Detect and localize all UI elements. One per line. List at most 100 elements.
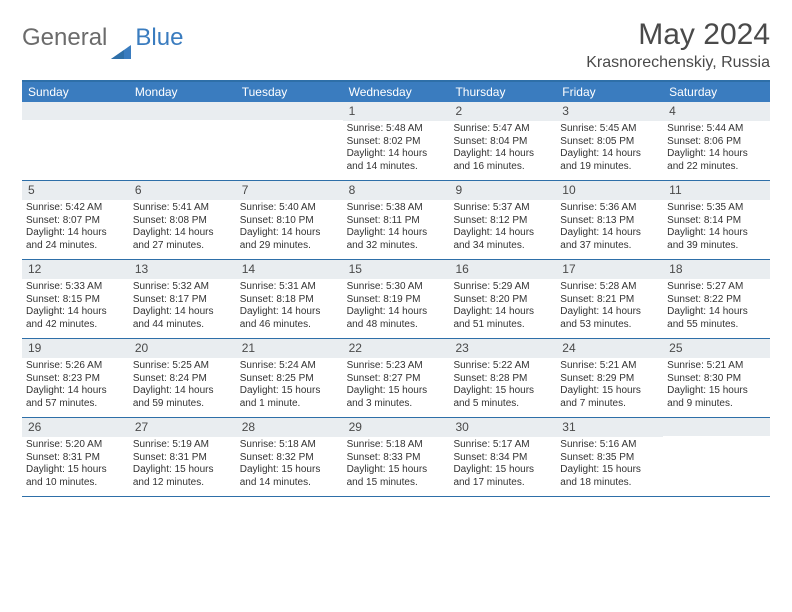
daylight-text: Daylight: 14 hours and 48 minutes. — [347, 306, 446, 331]
day-details: Sunrise: 5:38 AMSunset: 8:11 PMDaylight:… — [343, 200, 450, 256]
day-details: Sunrise: 5:31 AMSunset: 8:18 PMDaylight:… — [236, 279, 343, 335]
sunrise-text: Sunrise: 5:33 AM — [26, 281, 125, 294]
day-number: 18 — [663, 260, 770, 279]
daylight-text: Daylight: 14 hours and 55 minutes. — [667, 306, 766, 331]
day-cell: 17Sunrise: 5:28 AMSunset: 8:21 PMDayligh… — [556, 260, 663, 338]
day-number — [22, 102, 129, 120]
day-details: Sunrise: 5:19 AMSunset: 8:31 PMDaylight:… — [129, 437, 236, 493]
sunset-text: Sunset: 8:11 PM — [347, 215, 446, 228]
daylight-text: Daylight: 14 hours and 29 minutes. — [240, 227, 339, 252]
sunset-text: Sunset: 8:08 PM — [133, 215, 232, 228]
sunset-text: Sunset: 8:21 PM — [560, 294, 659, 307]
logo: General Blue — [22, 24, 183, 52]
day-cell: 20Sunrise: 5:25 AMSunset: 8:24 PMDayligh… — [129, 339, 236, 417]
day-cell: 29Sunrise: 5:18 AMSunset: 8:33 PMDayligh… — [343, 418, 450, 496]
sunset-text: Sunset: 8:29 PM — [560, 373, 659, 386]
day-number: 19 — [22, 339, 129, 358]
daylight-text: Daylight: 15 hours and 1 minute. — [240, 385, 339, 410]
sunset-text: Sunset: 8:27 PM — [347, 373, 446, 386]
daylight-text: Daylight: 15 hours and 7 minutes. — [560, 385, 659, 410]
day-cell: 14Sunrise: 5:31 AMSunset: 8:18 PMDayligh… — [236, 260, 343, 338]
logo-text-1: General — [22, 24, 107, 52]
sunrise-text: Sunrise: 5:44 AM — [667, 123, 766, 136]
day-cell: 27Sunrise: 5:19 AMSunset: 8:31 PMDayligh… — [129, 418, 236, 496]
sunset-text: Sunset: 8:15 PM — [26, 294, 125, 307]
day-cell: 12Sunrise: 5:33 AMSunset: 8:15 PMDayligh… — [22, 260, 129, 338]
day-cell: 3Sunrise: 5:45 AMSunset: 8:05 PMDaylight… — [556, 102, 663, 180]
day-number: 1 — [343, 102, 450, 121]
daylight-text: Daylight: 14 hours and 59 minutes. — [133, 385, 232, 410]
sunrise-text: Sunrise: 5:48 AM — [347, 123, 446, 136]
sunset-text: Sunset: 8:14 PM — [667, 215, 766, 228]
sunrise-text: Sunrise: 5:45 AM — [560, 123, 659, 136]
day-number: 25 — [663, 339, 770, 358]
sunrise-text: Sunrise: 5:25 AM — [133, 360, 232, 373]
calendar: Sunday Monday Tuesday Wednesday Thursday… — [22, 80, 770, 497]
day-details: Sunrise: 5:18 AMSunset: 8:33 PMDaylight:… — [343, 437, 450, 493]
sunrise-text: Sunrise: 5:29 AM — [453, 281, 552, 294]
day-details: Sunrise: 5:30 AMSunset: 8:19 PMDaylight:… — [343, 279, 450, 335]
sunrise-text: Sunrise: 5:20 AM — [26, 439, 125, 452]
daylight-text: Daylight: 15 hours and 14 minutes. — [240, 464, 339, 489]
sunrise-text: Sunrise: 5:30 AM — [347, 281, 446, 294]
day-number — [129, 102, 236, 120]
sunset-text: Sunset: 8:18 PM — [240, 294, 339, 307]
daylight-text: Daylight: 14 hours and 14 minutes. — [347, 148, 446, 173]
sunset-text: Sunset: 8:24 PM — [133, 373, 232, 386]
day-details: Sunrise: 5:20 AMSunset: 8:31 PMDaylight:… — [22, 437, 129, 493]
sunset-text: Sunset: 8:28 PM — [453, 373, 552, 386]
title-block: May 2024 Krasnorechenskiy, Russia — [586, 18, 770, 72]
sunset-text: Sunset: 8:31 PM — [26, 452, 125, 465]
sunset-text: Sunset: 8:34 PM — [453, 452, 552, 465]
daylight-text: Daylight: 14 hours and 53 minutes. — [560, 306, 659, 331]
daylight-text: Daylight: 15 hours and 17 minutes. — [453, 464, 552, 489]
sunrise-text: Sunrise: 5:32 AM — [133, 281, 232, 294]
day-details: Sunrise: 5:18 AMSunset: 8:32 PMDaylight:… — [236, 437, 343, 493]
daylight-text: Daylight: 14 hours and 22 minutes. — [667, 148, 766, 173]
day-number: 4 — [663, 102, 770, 121]
daylight-text: Daylight: 14 hours and 46 minutes. — [240, 306, 339, 331]
daylight-text: Daylight: 15 hours and 3 minutes. — [347, 385, 446, 410]
sunset-text: Sunset: 8:13 PM — [560, 215, 659, 228]
day-details: Sunrise: 5:36 AMSunset: 8:13 PMDaylight:… — [556, 200, 663, 256]
sunrise-text: Sunrise: 5:27 AM — [667, 281, 766, 294]
sunset-text: Sunset: 8:25 PM — [240, 373, 339, 386]
day-cell: 10Sunrise: 5:36 AMSunset: 8:13 PMDayligh… — [556, 181, 663, 259]
day-number: 11 — [663, 181, 770, 200]
day-header-sun: Sunday — [22, 82, 129, 102]
day-details: Sunrise: 5:42 AMSunset: 8:07 PMDaylight:… — [22, 200, 129, 256]
day-cell: 9Sunrise: 5:37 AMSunset: 8:12 PMDaylight… — [449, 181, 556, 259]
daylight-text: Daylight: 15 hours and 12 minutes. — [133, 464, 232, 489]
day-cell: 19Sunrise: 5:26 AMSunset: 8:23 PMDayligh… — [22, 339, 129, 417]
day-number: 6 — [129, 181, 236, 200]
day-number: 14 — [236, 260, 343, 279]
sunrise-text: Sunrise: 5:23 AM — [347, 360, 446, 373]
day-cell — [22, 102, 129, 180]
sunset-text: Sunset: 8:07 PM — [26, 215, 125, 228]
sunrise-text: Sunrise: 5:31 AM — [240, 281, 339, 294]
day-cell: 11Sunrise: 5:35 AMSunset: 8:14 PMDayligh… — [663, 181, 770, 259]
day-cell: 1Sunrise: 5:48 AMSunset: 8:02 PMDaylight… — [343, 102, 450, 180]
sunset-text: Sunset: 8:12 PM — [453, 215, 552, 228]
sunrise-text: Sunrise: 5:18 AM — [347, 439, 446, 452]
daylight-text: Daylight: 14 hours and 19 minutes. — [560, 148, 659, 173]
day-number: 17 — [556, 260, 663, 279]
day-number: 7 — [236, 181, 343, 200]
day-number: 29 — [343, 418, 450, 437]
day-number: 8 — [343, 181, 450, 200]
day-details: Sunrise: 5:45 AMSunset: 8:05 PMDaylight:… — [556, 121, 663, 177]
day-cell: 24Sunrise: 5:21 AMSunset: 8:29 PMDayligh… — [556, 339, 663, 417]
day-cell: 23Sunrise: 5:22 AMSunset: 8:28 PMDayligh… — [449, 339, 556, 417]
day-number: 26 — [22, 418, 129, 437]
daylight-text: Daylight: 14 hours and 34 minutes. — [453, 227, 552, 252]
sunrise-text: Sunrise: 5:21 AM — [560, 360, 659, 373]
day-number: 22 — [343, 339, 450, 358]
day-cell — [129, 102, 236, 180]
daylight-text: Daylight: 14 hours and 39 minutes. — [667, 227, 766, 252]
day-header-sat: Saturday — [663, 82, 770, 102]
sunset-text: Sunset: 8:32 PM — [240, 452, 339, 465]
day-details: Sunrise: 5:41 AMSunset: 8:08 PMDaylight:… — [129, 200, 236, 256]
sunrise-text: Sunrise: 5:17 AM — [453, 439, 552, 452]
sunrise-text: Sunrise: 5:42 AM — [26, 202, 125, 215]
sunset-text: Sunset: 8:10 PM — [240, 215, 339, 228]
